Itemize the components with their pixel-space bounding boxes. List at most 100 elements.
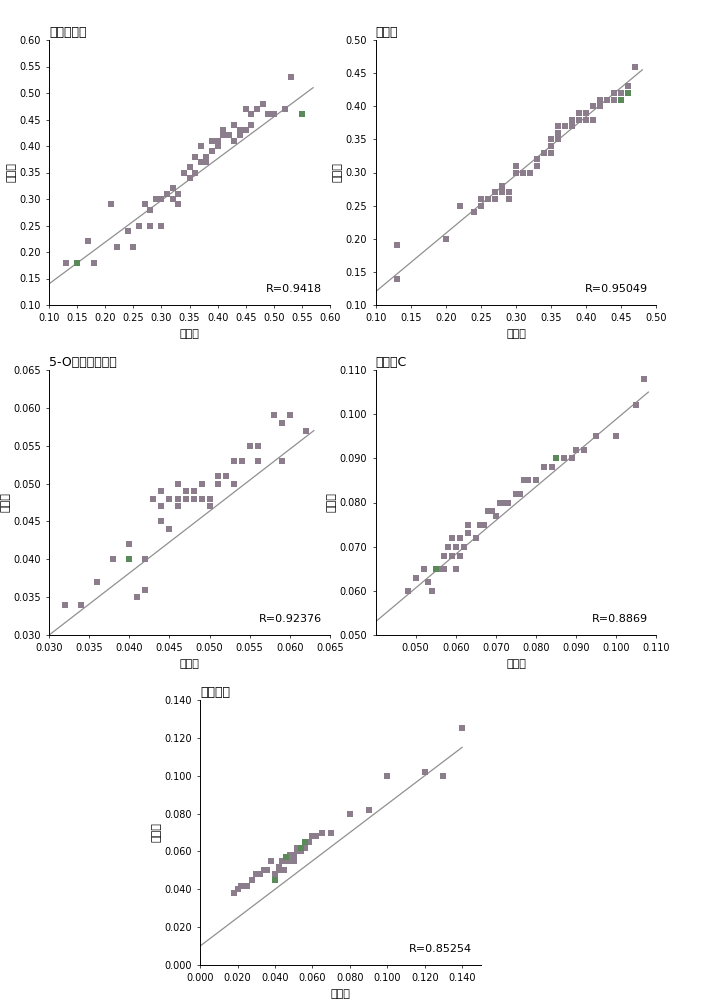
Point bbox=[419, 764, 430, 780]
Point bbox=[552, 125, 564, 141]
Point bbox=[510, 158, 522, 174]
X-axis label: 真实値: 真实値 bbox=[331, 989, 350, 999]
Point bbox=[201, 149, 212, 165]
Point bbox=[172, 498, 183, 514]
Point bbox=[588, 98, 599, 114]
Point bbox=[574, 105, 585, 121]
Point bbox=[503, 191, 515, 207]
Point bbox=[590, 428, 602, 444]
Point bbox=[111, 239, 122, 255]
Point bbox=[60, 255, 72, 271]
Point bbox=[462, 517, 473, 533]
Point bbox=[518, 472, 529, 488]
Point bbox=[228, 453, 239, 469]
Point bbox=[458, 539, 470, 555]
Point bbox=[438, 768, 449, 784]
Point bbox=[156, 483, 167, 499]
Point bbox=[190, 149, 201, 165]
Point bbox=[107, 551, 119, 567]
Point bbox=[559, 118, 571, 134]
Point bbox=[552, 118, 564, 134]
Point bbox=[468, 204, 479, 220]
Point bbox=[251, 866, 262, 882]
Point bbox=[234, 127, 246, 143]
Point bbox=[247, 872, 258, 888]
Point bbox=[236, 453, 247, 469]
Point bbox=[229, 133, 240, 149]
Point bbox=[270, 872, 281, 888]
Point bbox=[285, 69, 296, 85]
Point bbox=[442, 539, 453, 555]
Point bbox=[284, 853, 296, 869]
Point bbox=[609, 85, 620, 101]
Point bbox=[496, 178, 508, 194]
Point bbox=[252, 453, 263, 469]
Point bbox=[164, 521, 175, 537]
Point bbox=[212, 133, 223, 149]
Point bbox=[515, 486, 526, 502]
Point bbox=[588, 111, 599, 127]
Point bbox=[167, 180, 178, 196]
Point bbox=[262, 862, 273, 878]
Point bbox=[531, 472, 542, 488]
Point bbox=[72, 255, 83, 271]
Point bbox=[391, 270, 402, 286]
Point bbox=[284, 847, 296, 863]
Point bbox=[430, 561, 442, 577]
Point bbox=[296, 106, 307, 122]
Point bbox=[150, 191, 161, 207]
Point bbox=[293, 840, 305, 856]
Point bbox=[486, 503, 498, 519]
Point bbox=[454, 530, 465, 546]
Point bbox=[581, 111, 592, 127]
Point bbox=[316, 824, 327, 840]
Point bbox=[559, 118, 571, 134]
Point bbox=[482, 191, 494, 207]
Point bbox=[132, 589, 143, 605]
Point bbox=[195, 154, 206, 170]
Point bbox=[276, 415, 287, 431]
Point bbox=[218, 127, 229, 143]
Y-axis label: 预测値: 预测値 bbox=[333, 163, 343, 182]
Text: R=0.9418: R=0.9418 bbox=[265, 284, 322, 294]
Point bbox=[559, 450, 570, 466]
Point bbox=[60, 597, 71, 613]
Point bbox=[76, 597, 87, 613]
Point bbox=[303, 834, 314, 850]
Point bbox=[446, 548, 458, 564]
Point bbox=[288, 847, 299, 863]
Point bbox=[616, 92, 627, 108]
Text: R=0.92376: R=0.92376 bbox=[258, 614, 322, 624]
Point bbox=[148, 491, 159, 507]
Point bbox=[161, 186, 173, 202]
Point bbox=[140, 582, 151, 598]
Point bbox=[450, 539, 461, 555]
Point bbox=[172, 476, 183, 492]
Point bbox=[292, 843, 303, 859]
Point bbox=[268, 106, 279, 122]
Point bbox=[234, 122, 246, 138]
Point bbox=[517, 164, 529, 180]
Point bbox=[228, 476, 239, 492]
Y-axis label: 预测値: 预测値 bbox=[327, 493, 337, 512]
Point bbox=[244, 438, 256, 454]
Point bbox=[251, 101, 263, 117]
Point bbox=[263, 106, 274, 122]
Point bbox=[265, 853, 277, 869]
Point bbox=[475, 198, 486, 214]
Point bbox=[281, 853, 292, 869]
Point bbox=[296, 843, 307, 859]
Point bbox=[145, 218, 156, 234]
Point bbox=[204, 491, 216, 507]
Point bbox=[88, 255, 100, 271]
Point bbox=[567, 111, 578, 127]
Point bbox=[298, 840, 309, 856]
Point bbox=[167, 191, 178, 207]
Point bbox=[639, 371, 650, 387]
Point bbox=[578, 442, 590, 458]
Point bbox=[522, 472, 534, 488]
Point bbox=[545, 138, 557, 154]
Point bbox=[240, 101, 251, 117]
Point bbox=[456, 720, 468, 736]
Point bbox=[475, 517, 486, 533]
